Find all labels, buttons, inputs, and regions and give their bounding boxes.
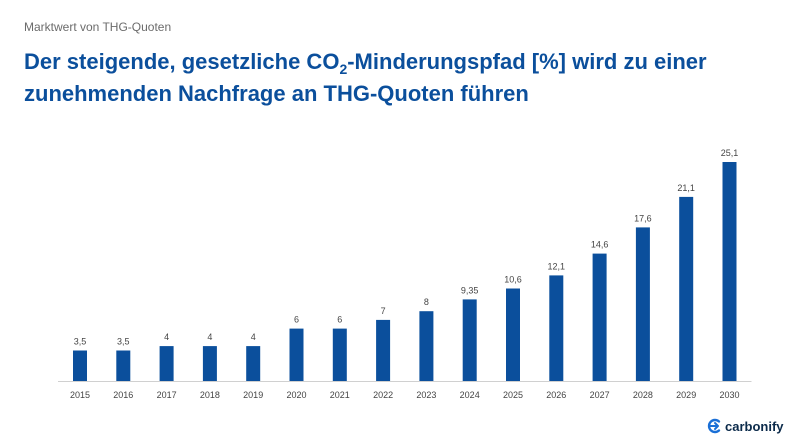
bar-2029 (679, 196, 694, 381)
title-subscript: 2 (339, 61, 348, 77)
title-part-2: -Minderungspfad [%] wird zu einer (347, 49, 707, 74)
x-tick-label-2016: 2016 (113, 390, 133, 400)
x-tick-label-2025: 2025 (503, 390, 523, 400)
data-label-2030: 25,1 (721, 148, 739, 158)
x-tick-label-2026: 2026 (546, 390, 566, 400)
bar-2026 (549, 275, 564, 381)
x-tick-label-2029: 2029 (676, 390, 696, 400)
bar-2018 (202, 346, 217, 381)
carbonify-logo-icon (707, 418, 721, 434)
data-label-2021: 6 (337, 315, 342, 325)
data-label-2018: 4 (207, 332, 212, 342)
bar-2027 (592, 253, 607, 381)
data-label-2022: 7 (381, 306, 386, 316)
data-label-2026: 12,1 (548, 261, 566, 271)
brand-name: carbonify (725, 418, 784, 434)
x-tick-label-2020: 2020 (286, 390, 306, 400)
bar-2015 (73, 350, 87, 381)
x-tick-label-2017: 2017 (157, 390, 177, 400)
title-line-2: zunehmenden Nachfrage an THG-Quoten führ… (24, 81, 529, 106)
data-label-2028: 17,6 (634, 213, 652, 223)
bar-2021 (332, 328, 347, 381)
bar-2028 (635, 227, 650, 381)
bar-2023 (419, 311, 434, 381)
data-label-2019: 4 (251, 332, 256, 342)
bar-2022 (376, 319, 391, 381)
bar-2024 (462, 299, 477, 381)
bar-2020 (289, 328, 304, 381)
data-label-2025: 10,6 (504, 275, 522, 285)
x-tick-label-2021: 2021 (330, 390, 350, 400)
brand-logo: carbonify (706, 418, 784, 434)
data-label-2027: 14,6 (591, 240, 609, 250)
data-label-2029: 21,1 (677, 183, 695, 193)
bar-2016 (116, 350, 131, 381)
x-tick-label-2028: 2028 (633, 390, 653, 400)
data-label-2024: 9,35 (461, 285, 479, 295)
bar-2019 (246, 346, 261, 381)
data-label-2016: 3,5 (117, 337, 130, 347)
x-tick-label-2018: 2018 (200, 390, 220, 400)
x-tick-label-2023: 2023 (416, 390, 436, 400)
title-part-1: Der steigende, gesetzliche CO (24, 49, 340, 74)
data-label-2015: 3,5 (74, 337, 87, 347)
x-tick-label-2019: 2019 (243, 390, 263, 400)
data-label-2020: 6 (294, 315, 299, 325)
data-label-2017: 4 (164, 332, 169, 342)
bar-2030 (722, 162, 737, 381)
x-tick-label-2027: 2027 (590, 390, 610, 400)
x-tick-label-2024: 2024 (460, 390, 480, 400)
x-tick-label-2022: 2022 (373, 390, 393, 400)
data-label-2023: 8 (424, 297, 429, 307)
bar-2025 (506, 288, 520, 381)
bar-2017 (159, 346, 174, 381)
chart-title: Der steigende, gesetzliche CO2-Minderung… (24, 47, 784, 108)
x-tick-label-2030: 2030 (719, 390, 739, 400)
chart-subtitle: Marktwert von THG-Quoten (24, 20, 172, 34)
x-tick-label-2015: 2015 (70, 390, 90, 400)
